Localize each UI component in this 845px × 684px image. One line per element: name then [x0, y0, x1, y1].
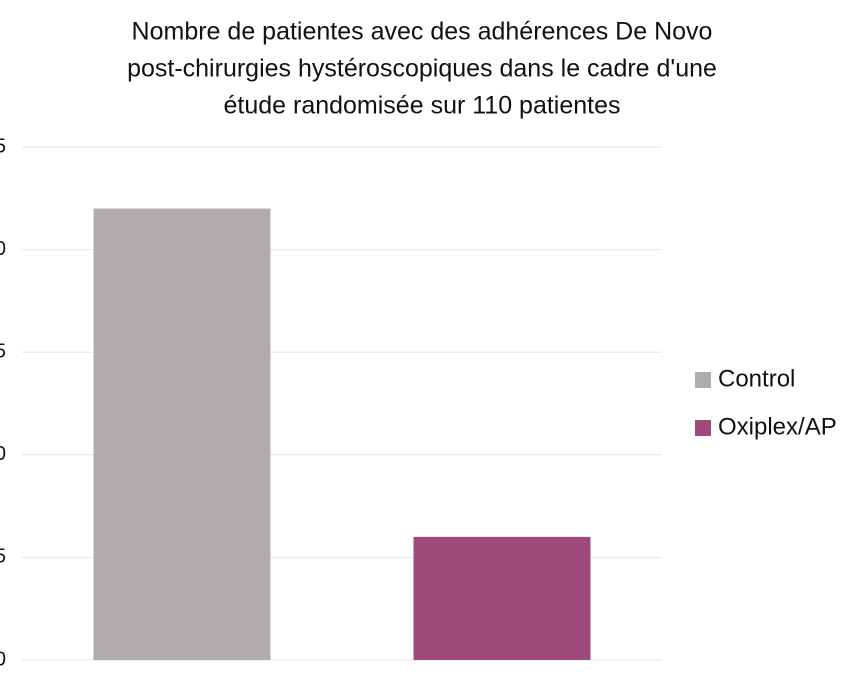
- y-tick-label: 20: [0, 238, 6, 260]
- legend-label: Oxiplex/AP: [718, 413, 837, 440]
- y-tick-label: 15: [0, 340, 6, 362]
- legend-swatch: [695, 372, 711, 388]
- bar: [413, 536, 591, 660]
- legend-swatch: [695, 420, 711, 436]
- y-tick-label: 10: [0, 443, 6, 465]
- chart-title: étude randomisée sur 110 patientes: [223, 92, 620, 120]
- y-tick-label: 25: [0, 135, 6, 157]
- chart-title: post-chirurgies hystéroscopiques dans le…: [127, 55, 717, 83]
- chart-title: Nombre de patientes avec des adhérences …: [132, 18, 713, 46]
- y-tick-label: 0: [0, 648, 6, 670]
- legend-label: Control: [718, 365, 795, 392]
- bar: [93, 208, 271, 660]
- y-tick-label: 5: [0, 546, 6, 568]
